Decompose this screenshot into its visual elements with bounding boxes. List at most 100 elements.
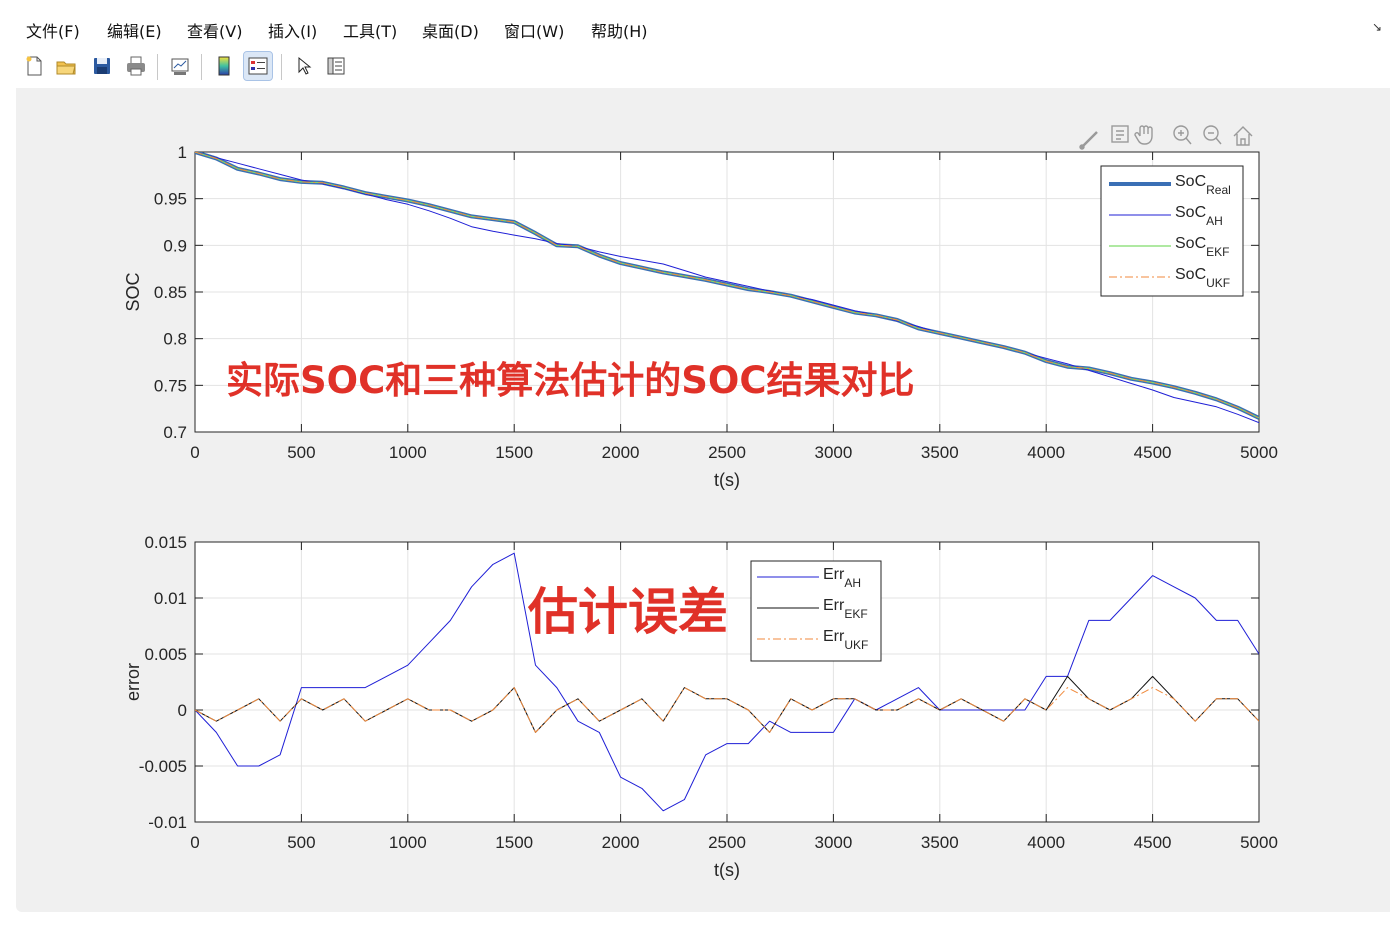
legend-entry-name: SoC <box>1175 173 1206 190</box>
legend-box <box>1100 165 1244 297</box>
axes-frame <box>194 151 1260 433</box>
brush-icon[interactable] <box>1079 131 1098 150</box>
x-tick-label: 1500 <box>495 443 533 462</box>
menu-bar: 文件(F) 编辑(E) 查看(V) 插入(I) 工具(T) 桌面(D) 窗口(W… <box>0 0 1394 48</box>
menu-tools[interactable]: 工具(T) <box>343 22 398 41</box>
axes-frame <box>194 541 1260 823</box>
legend-entry-subscript: AH <box>844 576 861 590</box>
legend-icon[interactable] <box>243 51 273 81</box>
x-tick-label: 3500 <box>921 443 959 462</box>
x-tick-label: 3000 <box>814 833 852 852</box>
y-tick-label: 1 <box>178 143 187 162</box>
x-tick-label: 3500 <box>921 833 959 852</box>
x-tick-label: 1000 <box>389 443 427 462</box>
figure-toolbar <box>0 48 1394 86</box>
y-tick-label: 0.85 <box>154 283 187 302</box>
legend-entry-subscript: Real <box>1206 183 1231 197</box>
menu-file[interactable]: 文件(F) <box>26 22 80 41</box>
new-figure-icon[interactable] <box>20 52 48 80</box>
legend-entry-name: SoC <box>1175 266 1206 283</box>
annotation-top: 实际SOC和三种算法估计的SOC结果对比 <box>226 359 915 402</box>
y-axis-label: error <box>123 663 143 701</box>
x-tick-label: 5000 <box>1240 833 1278 852</box>
legend-entry-subscript: EKF <box>1206 245 1229 259</box>
series-line-ukf <box>195 687 1259 733</box>
open-file-icon[interactable] <box>52 52 80 80</box>
legend-entry: SoCReal <box>1175 173 1231 197</box>
x-tick-label: 4000 <box>1027 833 1065 852</box>
legend-entry-subscript: AH <box>1206 214 1223 228</box>
y-tick-label: 0.005 <box>144 645 187 664</box>
y-tick-label: 0.01 <box>154 589 187 608</box>
pan-hand-icon[interactable] <box>1134 125 1153 145</box>
legend-entry-subscript: UKF <box>844 638 868 652</box>
x-tick-label: 5000 <box>1240 443 1278 462</box>
y-tick-label: -0.005 <box>139 757 187 776</box>
y-axis-label: SOC <box>123 272 143 311</box>
x-tick-label: 1000 <box>389 833 427 852</box>
y-tick-label: 0.8 <box>163 330 187 349</box>
y-tick-label: 0.75 <box>154 376 187 395</box>
x-tick-label: 2000 <box>602 443 640 462</box>
menu-insert[interactable]: 插入(I) <box>268 22 318 41</box>
x-tick-label: 4000 <box>1027 443 1065 462</box>
datatip-icon[interactable] <box>1111 125 1129 143</box>
legend-entry-name: SoC <box>1175 235 1206 252</box>
y-tick-label: 0 <box>178 701 187 720</box>
legend-entry-name: Err <box>823 628 845 645</box>
x-tick-label: 2500 <box>708 443 746 462</box>
colorbar-icon[interactable] <box>210 52 238 80</box>
x-tick-label: 3000 <box>814 443 852 462</box>
legend-entry-subscript: UKF <box>1206 276 1230 290</box>
link-plot-icon[interactable] <box>166 52 194 80</box>
y-tick-label: 0.015 <box>144 533 187 552</box>
figure-canvas: 0 500 1000 1500 2000 2500 3000 3500 4000 4500 5000… <box>16 88 1390 912</box>
legend-entry-name: SoC <box>1175 204 1206 221</box>
x-tick-label: 2000 <box>602 833 640 852</box>
axes-error: 0 500 1000 1500 2000 2500 3000 3500 4000 4500 5000… <box>123 533 1278 880</box>
x-tick-label: 0 <box>190 833 199 852</box>
property-inspector-icon[interactable] <box>322 52 350 80</box>
x-tick-label: 500 <box>287 833 315 852</box>
legend-box <box>750 560 882 662</box>
legend-entry: SoCUKF <box>1175 266 1230 290</box>
undock-arrow-icon[interactable]: ↘ <box>1371 20 1382 34</box>
annotation-bottom: 估计误差 <box>528 583 728 641</box>
print-icon[interactable] <box>122 52 150 80</box>
x-tick-label: 500 <box>287 443 315 462</box>
menu-desktop[interactable]: 桌面(D) <box>422 22 479 41</box>
legend-entry-name: Err <box>823 597 845 614</box>
axes-toolbar <box>1079 125 1253 150</box>
x-tick-label: 0 <box>190 443 199 462</box>
x-tick-label: 4500 <box>1134 443 1172 462</box>
series-line-ah <box>195 552 1259 812</box>
axes-soc: 0 500 1000 1500 2000 2500 3000 3500 4000 4500 5000… <box>123 143 1278 490</box>
home-icon[interactable] <box>1233 126 1253 146</box>
x-tick-label: 1500 <box>495 833 533 852</box>
y-tick-label: 0.9 <box>163 236 187 255</box>
y-tick-label: 0.95 <box>154 190 187 209</box>
plot-svg: 0 500 1000 1500 2000 2500 3000 3500 4000 4500 5000… <box>123 125 1278 880</box>
y-tick-label: -0.01 <box>148 813 187 832</box>
x-tick-label: 2500 <box>708 833 746 852</box>
menu-help[interactable]: 帮助(H) <box>591 22 648 41</box>
menu-window[interactable]: 窗口(W) <box>504 22 565 41</box>
menu-view[interactable]: 查看(V) <box>187 22 243 41</box>
legend-entry-name: Err <box>823 566 845 583</box>
legend-entry: ErrUKF <box>823 628 868 652</box>
legend-entry-subscript: EKF <box>844 607 867 621</box>
x-tick-label: 4500 <box>1134 833 1172 852</box>
zoom-out-icon[interactable] <box>1203 125 1222 145</box>
legend-entry: ErrEKF <box>823 597 868 621</box>
x-axis-label: t(s) <box>714 860 740 880</box>
legend-entry: SoCEKF <box>1175 235 1229 259</box>
edit-plot-arrow-icon[interactable] <box>290 52 318 80</box>
series-line-ukf <box>195 152 1259 419</box>
menu-edit[interactable]: 编辑(E) <box>107 22 162 41</box>
save-icon[interactable] <box>88 52 116 80</box>
zoom-in-icon[interactable] <box>1173 125 1192 145</box>
y-tick-label: 0.7 <box>163 423 187 442</box>
x-axis-label: t(s) <box>714 470 740 490</box>
